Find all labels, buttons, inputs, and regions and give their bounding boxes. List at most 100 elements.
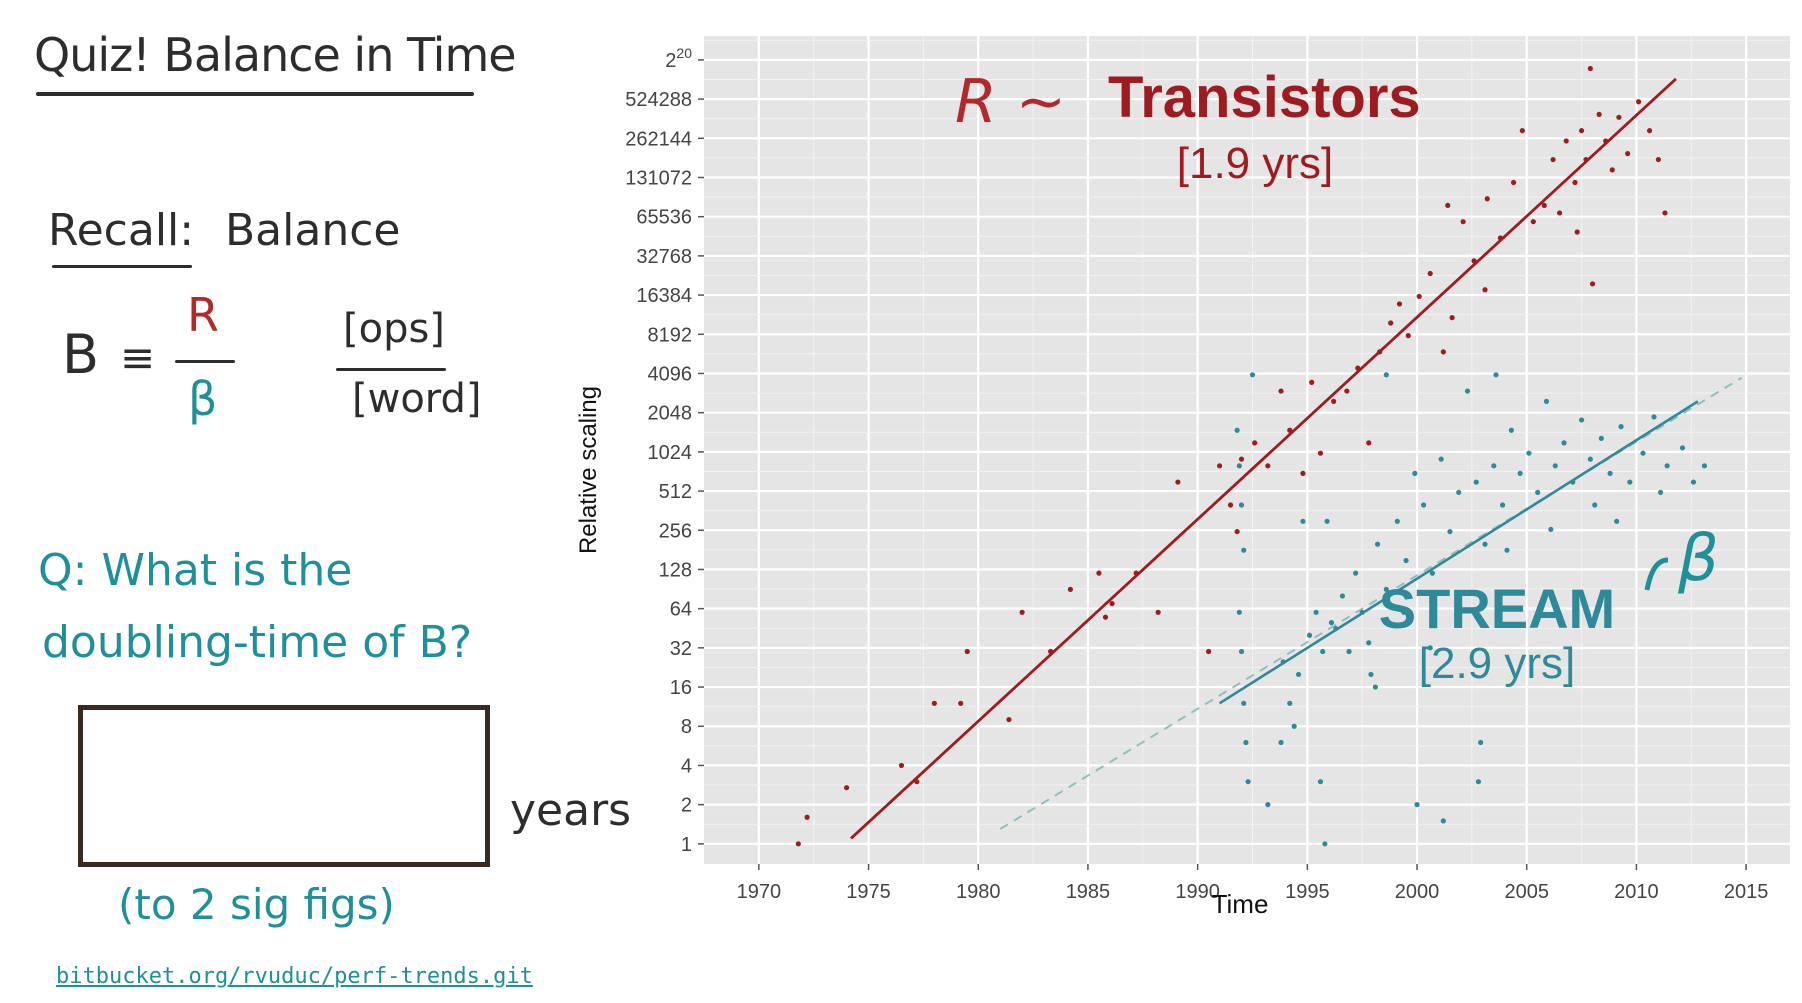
stream-point xyxy=(1403,557,1409,564)
y-tick-label: 4096 xyxy=(648,363,693,385)
y-tick-label: 1 xyxy=(681,834,692,856)
stream-point xyxy=(1543,398,1550,404)
transistors-point xyxy=(1109,600,1115,607)
stream-point xyxy=(1491,463,1497,469)
transistors-point xyxy=(1309,379,1315,385)
answer-box[interactable] xyxy=(78,705,490,867)
transistors-fit-line xyxy=(850,77,1677,840)
stream-label: STREAM xyxy=(1379,577,1615,640)
stream-point xyxy=(1701,463,1708,469)
stream-point xyxy=(1427,645,1433,651)
transistors-point xyxy=(1019,609,1025,615)
x-tick-label: 2010 xyxy=(1614,881,1659,903)
x-tick-label: 2015 xyxy=(1724,881,1769,903)
transistors-point xyxy=(1589,281,1596,287)
quiz-title: Quiz! Balance in Time xyxy=(34,28,517,82)
transistors-point xyxy=(1616,114,1622,120)
transistors-point xyxy=(1238,456,1245,462)
data-points xyxy=(795,65,1708,847)
transistors-point xyxy=(1440,349,1446,355)
stream-point xyxy=(1236,463,1242,469)
stream-point xyxy=(1517,470,1523,476)
stream-point xyxy=(1618,424,1624,430)
unit-denominator-word: [word] xyxy=(352,376,482,422)
stream-point xyxy=(1241,700,1247,706)
y-tick-label: 220 xyxy=(665,45,692,72)
stream-symbol: β xyxy=(1677,522,1719,596)
y-tick-label: 8192 xyxy=(648,324,693,346)
stream-point xyxy=(1421,502,1427,508)
stream-point xyxy=(1243,739,1249,746)
y-tick-label: 128 xyxy=(659,559,692,581)
stream-point xyxy=(1339,593,1346,599)
x-tick-label: 1970 xyxy=(737,881,782,903)
transistors-point xyxy=(1331,398,1337,404)
transistors-point xyxy=(1563,138,1569,144)
question-line-2: doubling-time of B? xyxy=(42,617,473,668)
x-tick-label: 1980 xyxy=(956,881,1001,903)
y-tick-label: 262144 xyxy=(625,128,692,150)
transistors-point xyxy=(1252,440,1258,446)
transistors-point xyxy=(1377,349,1383,355)
y-tick-label: 131072 xyxy=(625,167,692,189)
formula-denominator-beta: β xyxy=(188,372,218,426)
sig-figs-label: (to 2 sig figs) xyxy=(118,880,395,929)
transistors-point xyxy=(1096,570,1102,576)
transistors-point xyxy=(1175,479,1181,485)
stream-point xyxy=(1561,440,1567,446)
stream-point xyxy=(1412,470,1418,476)
stream-point xyxy=(1429,570,1435,576)
stream-point xyxy=(1526,450,1532,456)
transistors-point xyxy=(1317,450,1324,456)
transistors-point xyxy=(1416,293,1422,300)
stream-point xyxy=(1236,609,1242,615)
repo-link[interactable]: bitbucket.org/rvuduc/perf-trends.git xyxy=(56,964,533,989)
recall-underline xyxy=(52,265,192,268)
stream-point xyxy=(1346,648,1352,655)
title-underline xyxy=(36,92,474,96)
y-axis-label: Relative scaling xyxy=(575,386,602,554)
transistors-point xyxy=(1048,648,1054,655)
stream-point xyxy=(1291,723,1297,729)
formula-balance-symbol: B xyxy=(62,323,100,386)
stream-point xyxy=(1234,427,1240,433)
stream-point xyxy=(1570,479,1576,485)
y-tick-label: 256 xyxy=(659,520,692,542)
stream-point xyxy=(1265,802,1271,808)
stream-point xyxy=(1241,547,1247,553)
stream-point xyxy=(1664,463,1670,469)
transistors-point xyxy=(1471,258,1477,264)
stream-point xyxy=(1578,417,1585,423)
stream-point xyxy=(1383,372,1389,378)
transistors-point xyxy=(1550,156,1556,163)
transistors-point xyxy=(1265,463,1271,469)
stream-point xyxy=(1464,388,1471,394)
transistors-point xyxy=(1625,150,1631,157)
stream-arrow-icon xyxy=(1644,557,1669,591)
stream-point xyxy=(1394,518,1400,524)
stream-point xyxy=(1499,502,1506,508)
stream-point xyxy=(1414,802,1420,808)
stream-point xyxy=(1324,518,1330,524)
y-tick-label: 512 xyxy=(659,481,692,503)
y-tick-label: 524288 xyxy=(625,89,692,111)
y-tick-label: 65536 xyxy=(636,207,692,229)
stream-point xyxy=(1359,609,1365,615)
transistors-point xyxy=(1227,502,1234,508)
stream-point xyxy=(1535,489,1541,496)
transistors-point xyxy=(1287,427,1293,433)
transistors-point xyxy=(1578,128,1585,134)
stream-point xyxy=(1295,671,1302,678)
transistors-point xyxy=(1574,229,1580,235)
unit-numerator-ops: [ops] xyxy=(343,306,445,352)
stream-point xyxy=(1372,684,1378,690)
transistors-point xyxy=(1445,202,1451,209)
stream-point xyxy=(1651,414,1657,420)
stream-point xyxy=(1238,648,1245,655)
stream-point xyxy=(1333,625,1339,632)
transistors-point xyxy=(1006,716,1012,723)
fit-lines xyxy=(850,77,1743,840)
y-tick-label: 32768 xyxy=(636,246,692,268)
stream-doubling-label: [2.9 yrs] xyxy=(1419,639,1576,688)
stream-point xyxy=(1317,779,1324,785)
